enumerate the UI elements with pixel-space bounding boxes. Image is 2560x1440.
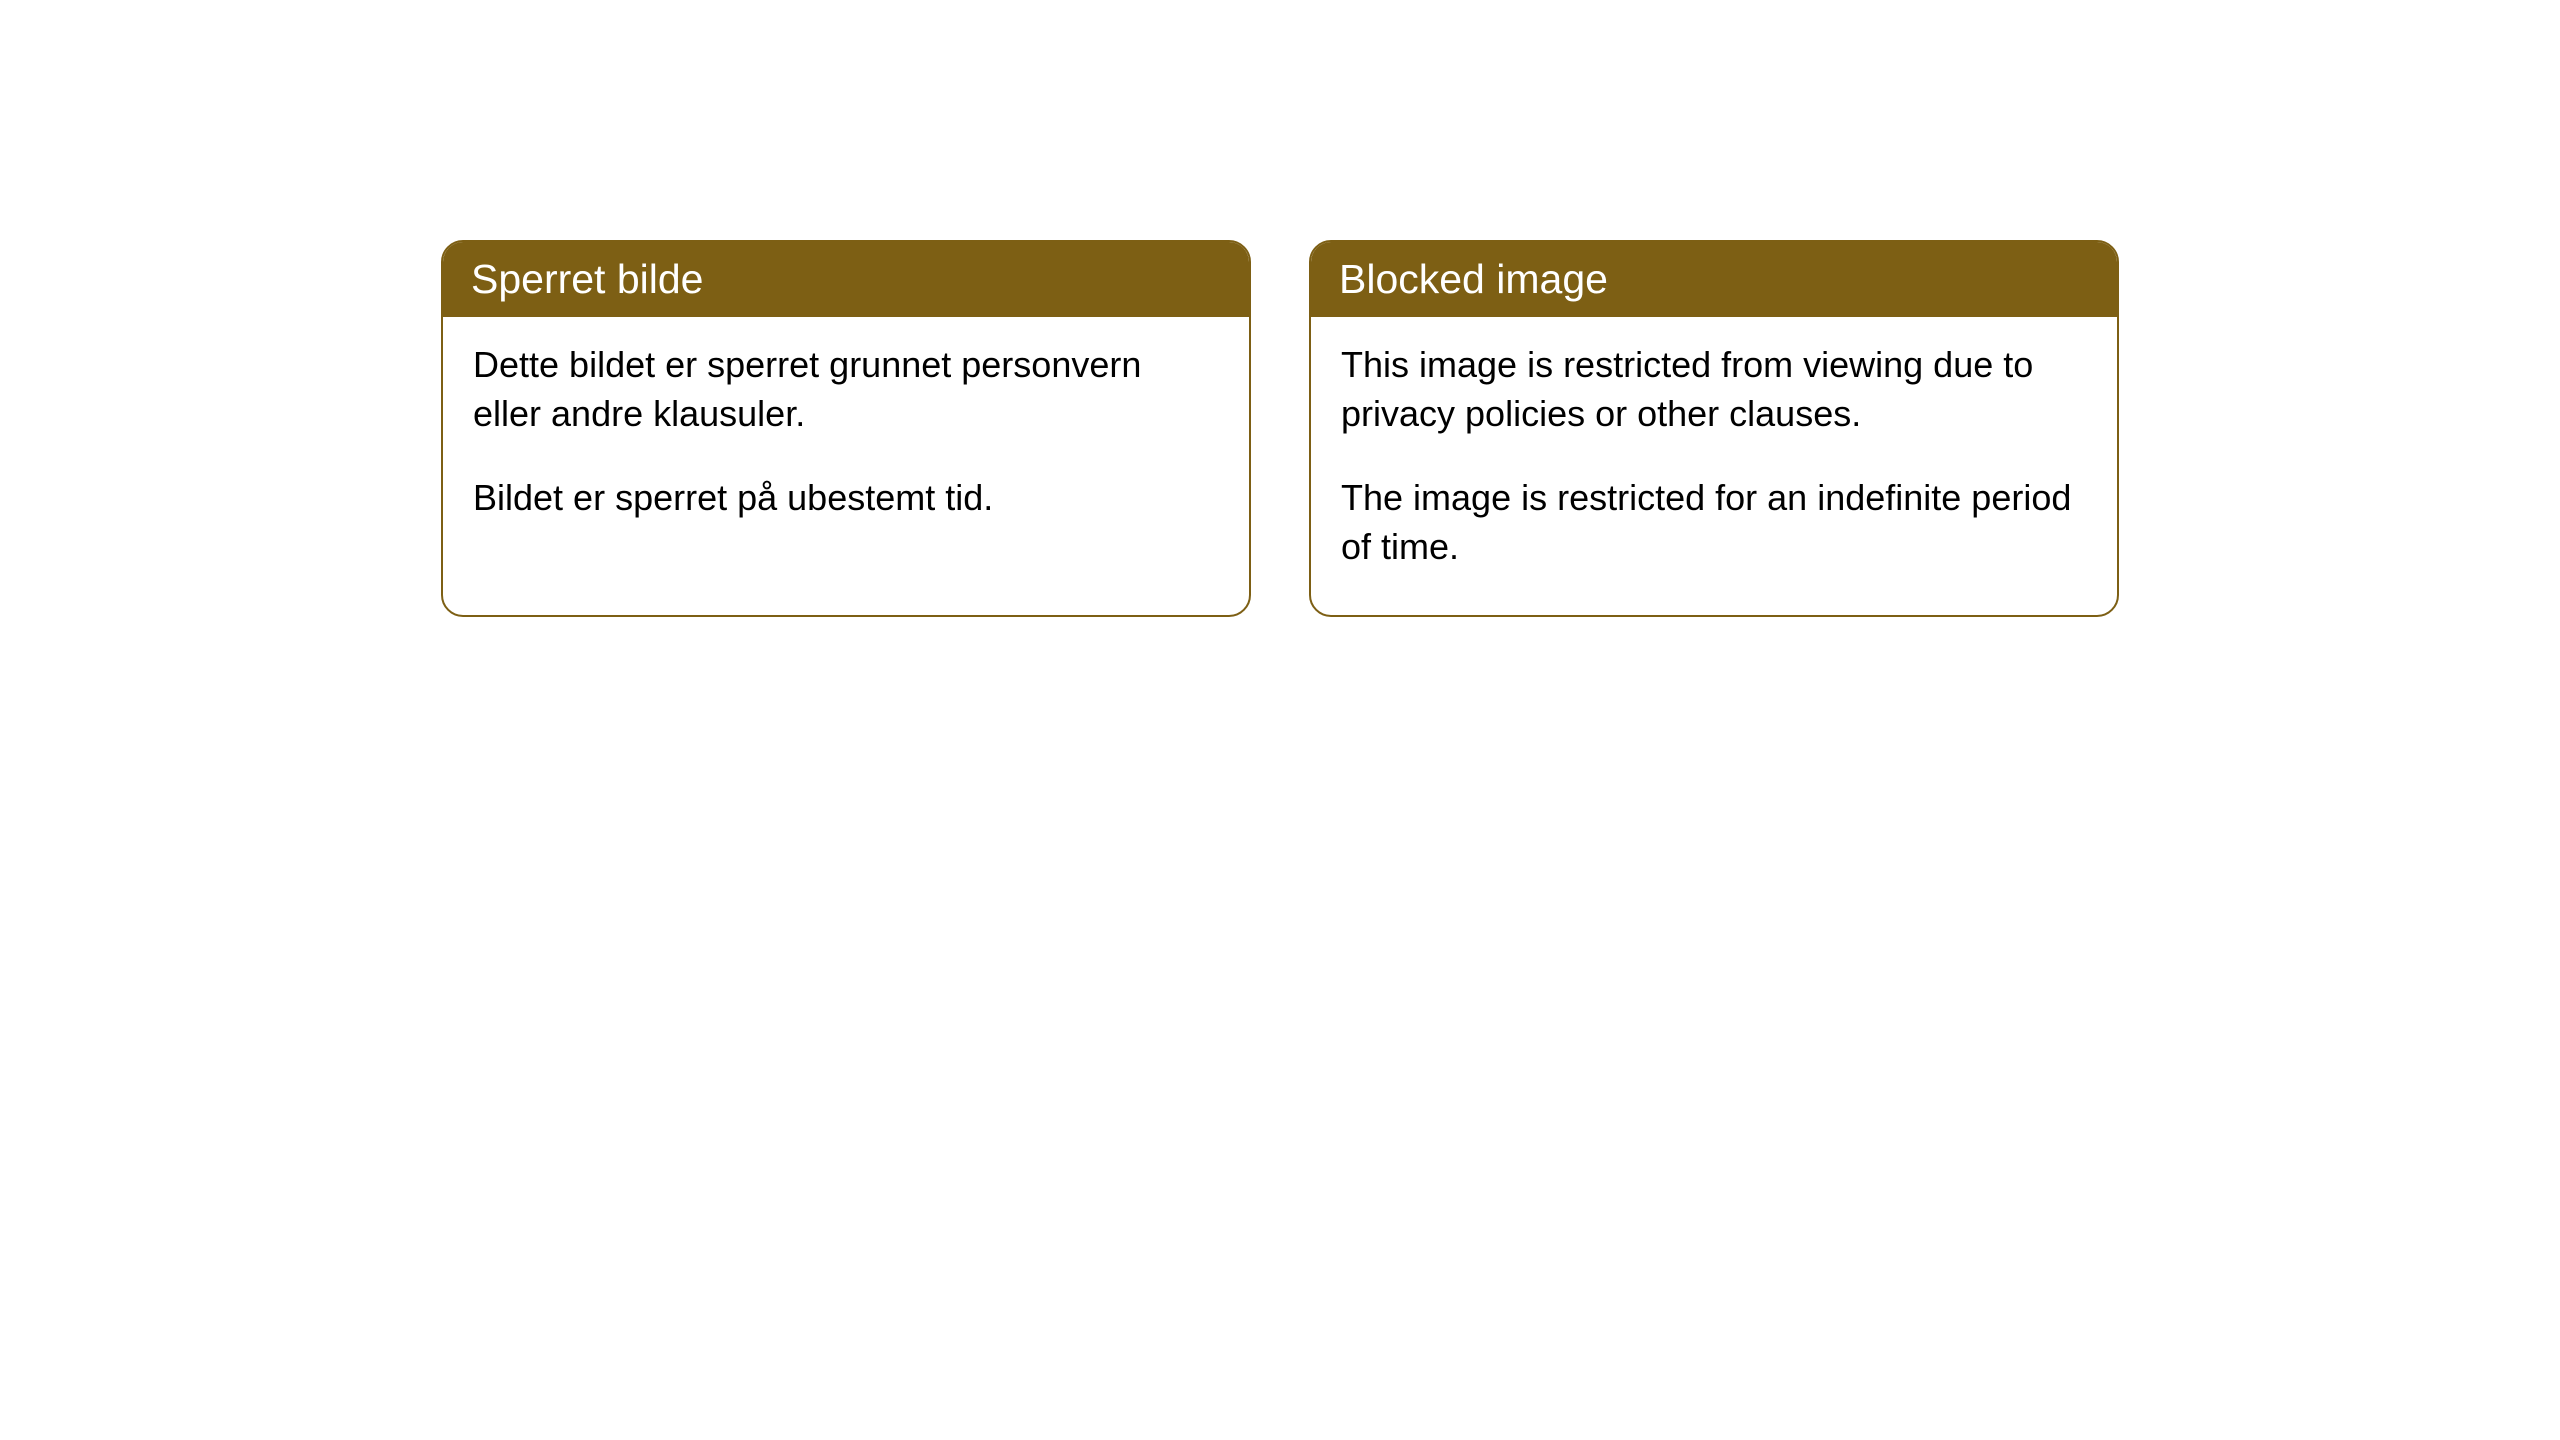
card-paragraph: Bildet er sperret på ubestemt tid. (473, 474, 1219, 523)
card-body-english: This image is restricted from viewing du… (1311, 317, 2117, 615)
card-paragraph: The image is restricted for an indefinit… (1341, 474, 2087, 571)
card-body-norwegian: Dette bildet er sperret grunnet personve… (443, 317, 1249, 567)
card-title: Blocked image (1339, 256, 1608, 302)
card-title: Sperret bilde (471, 256, 703, 302)
card-paragraph: Dette bildet er sperret grunnet personve… (473, 341, 1219, 438)
card-english: Blocked image This image is restricted f… (1309, 240, 2119, 617)
cards-container: Sperret bilde Dette bildet er sperret gr… (441, 240, 2119, 617)
card-header-english: Blocked image (1311, 242, 2117, 317)
card-paragraph: This image is restricted from viewing du… (1341, 341, 2087, 438)
card-norwegian: Sperret bilde Dette bildet er sperret gr… (441, 240, 1251, 617)
card-header-norwegian: Sperret bilde (443, 242, 1249, 317)
